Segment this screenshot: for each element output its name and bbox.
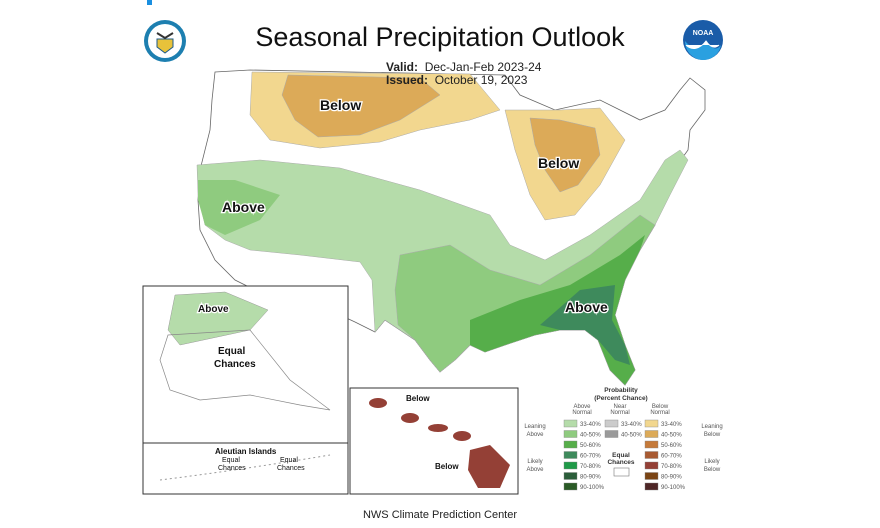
legend-swatch-below-5 bbox=[644, 472, 659, 480]
valid-value: Dec-Jan-Feb 2023-24 bbox=[424, 60, 542, 74]
legend-swatch-above-0 bbox=[563, 419, 578, 428]
legend-range-above-3: 60-70% bbox=[580, 454, 601, 460]
legend-equal-swatch bbox=[613, 467, 630, 477]
legend-range-near-0: 33-40% bbox=[621, 422, 642, 428]
aleutian-chances-1: Chances bbox=[218, 465, 246, 472]
legend-range-above-5: 80-90% bbox=[580, 475, 601, 481]
hawaii-inset: Below Below bbox=[349, 387, 519, 495]
legend-swatch-above-1 bbox=[563, 430, 578, 438]
legend-swatch-above-5 bbox=[563, 472, 578, 480]
aleutian-equal-1: Equal bbox=[222, 457, 240, 464]
legend-swatch-below-6 bbox=[644, 482, 659, 491]
legend-equal-2: Chances bbox=[607, 459, 634, 466]
alaska-equal-label: Equal bbox=[218, 346, 245, 357]
above-west-medium bbox=[198, 180, 280, 235]
legend-likely-above-2: Above bbox=[526, 467, 544, 473]
legend-swatch-above-3 bbox=[563, 451, 578, 459]
legend-leaning-below-2: Below bbox=[704, 432, 721, 438]
label-above-west: Above bbox=[222, 199, 265, 215]
legend-leaning-above-2: Above bbox=[526, 432, 544, 438]
legend: Probability (Percent Chance) Above Norma… bbox=[524, 387, 722, 491]
valid-label: Valid: bbox=[386, 60, 419, 74]
legend-range-below-2: 50-60% bbox=[661, 443, 682, 449]
legend-likely-below-2: Below bbox=[704, 467, 721, 473]
legend-range-below-4: 70-80% bbox=[661, 464, 682, 470]
page-title: Seasonal Precipitation Outlook bbox=[255, 22, 625, 52]
legend-range-above-0: 33-40% bbox=[580, 422, 601, 428]
legend-swatch-above-4 bbox=[563, 461, 578, 470]
legend-col-below-2: Normal bbox=[650, 410, 669, 416]
legend-leaning-below-1: Leaning bbox=[701, 424, 722, 430]
legend-swatch-above-2 bbox=[563, 440, 578, 449]
issued-label: Issued: bbox=[386, 73, 429, 87]
legend-title: Probability bbox=[604, 387, 638, 394]
legend-range-below-3: 60-70% bbox=[661, 454, 682, 460]
legend-swatch-below-4 bbox=[644, 461, 659, 470]
legend-likely-above-1: Likely bbox=[527, 459, 542, 465]
legend-col-below-1: Below bbox=[652, 404, 669, 410]
commerce-seal-logo bbox=[144, 20, 186, 62]
legend-likely-below-1: Likely bbox=[704, 459, 719, 465]
issued-value: October 19, 2023 bbox=[434, 73, 528, 87]
legend-range-below-6: 90-100% bbox=[661, 485, 686, 491]
legend-col-above-1: Above bbox=[573, 404, 591, 410]
legend-subtitle: (Percent Chance) bbox=[594, 395, 647, 402]
label-below-michigan: Below bbox=[538, 155, 579, 171]
hawaii-below-label-1: Below bbox=[406, 394, 430, 403]
legend-range-above-2: 50-60% bbox=[580, 443, 601, 449]
legend-equal-1: Equal bbox=[612, 452, 630, 459]
legend-range-below-5: 80-90% bbox=[661, 475, 682, 481]
legend-range-above-6: 90-100% bbox=[580, 485, 605, 491]
legend-swatch-below-1 bbox=[644, 430, 659, 438]
valid-line: Valid: Dec-Jan-Feb 2023-24 bbox=[386, 60, 541, 74]
footer-credit: NWS Climate Prediction Center bbox=[362, 509, 518, 521]
label-above-southeast: Above bbox=[565, 299, 608, 315]
legend-range-above-1: 40-50% bbox=[580, 433, 601, 439]
alaska-above-label: Above bbox=[198, 304, 229, 315]
legend-swatch-near-1 bbox=[604, 430, 619, 438]
aleutian-title: Aleutian Islands bbox=[215, 447, 277, 456]
legend-range-below-1: 40-50% bbox=[661, 433, 682, 439]
legend-leaning-above-1: Leaning bbox=[524, 424, 545, 430]
above-southeast-darkest bbox=[540, 285, 630, 365]
aleutian-inset: Aleutian Islands Equal Chances Equal Cha… bbox=[142, 442, 349, 495]
below-north-dark bbox=[281, 74, 441, 138]
legend-range-near-1: 40-50% bbox=[621, 433, 642, 439]
legend-swatch-below-3 bbox=[644, 451, 659, 459]
below-michigan-dark bbox=[529, 117, 601, 193]
aleutian-equal-2: Equal bbox=[280, 457, 298, 464]
legend-col-above-2: Normal bbox=[572, 410, 591, 416]
legend-swatch-below-0 bbox=[644, 419, 659, 428]
top-accent-bar bbox=[147, 0, 152, 5]
aleutian-chances-2: Chances bbox=[277, 465, 305, 472]
legend-col-near-1: Near bbox=[613, 404, 626, 410]
legend-range-below-0: 33-40% bbox=[661, 422, 682, 428]
noaa-text: NOAA bbox=[693, 30, 714, 37]
legend-col-near-2: Normal bbox=[610, 410, 629, 416]
label-below-north: Below bbox=[320, 97, 361, 113]
legend-swatch-near-0 bbox=[604, 419, 619, 428]
alaska-inset: Above Equal Chances bbox=[142, 285, 349, 444]
issued-line: Issued: October 19, 2023 bbox=[386, 73, 527, 87]
legend-swatch-below-2 bbox=[644, 440, 659, 449]
hawaii-below-label-2: Below bbox=[435, 462, 459, 471]
noaa-logo: NOAA bbox=[683, 20, 723, 60]
legend-swatch-above-6 bbox=[563, 482, 578, 491]
legend-range-above-4: 70-80% bbox=[580, 464, 601, 470]
alaska-chances-label: Chances bbox=[214, 359, 256, 370]
